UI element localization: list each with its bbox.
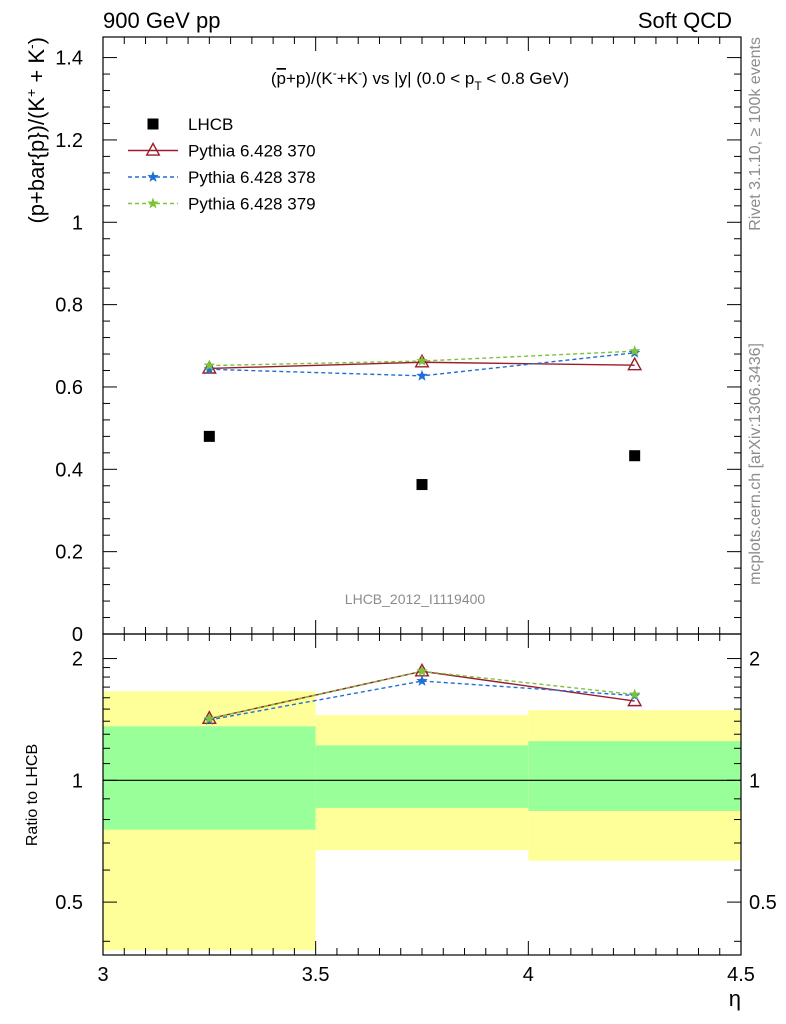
ratio-point-pythia-6-428-378 [416, 675, 428, 686]
main-point-pythia-6-428-378 [203, 363, 216, 375]
legend: LHCB Pythia 6.428 370 Pythia 6.428 378 Pyth… [128, 115, 316, 214]
ratio-line-pythia-6-428-378 [209, 680, 635, 721]
legend-label-pythia-6-428-379: Pythia 6.428 379 [188, 195, 316, 214]
header-right: Soft QCD [638, 8, 732, 33]
x-tick-label: 4 [523, 964, 534, 986]
ratio-y-tick-label-right: 0.5 [749, 892, 777, 914]
main-point-pythia-6-428-379 [628, 345, 641, 356]
main-y-tick-label: 0.6 [55, 377, 83, 399]
header-left: 900 GeV pp [103, 8, 220, 33]
main-point-pythia-6-428-370 [627, 356, 643, 371]
legend-marker-pythia-6-428-379 [147, 197, 159, 209]
x-axis-label: η [729, 986, 741, 1011]
analysis-label: LHCB_2012_I1119400 [345, 591, 486, 607]
main-plot-title: (p+p)/(K-+K-) vs |y| (0.0 < pT < 0.8 GeV… [271, 66, 569, 93]
legend-label-pythia-6-428-370: Pythia 6.428 370 [188, 142, 316, 161]
ratio-y-tick-label: 2 [72, 649, 83, 671]
green-band-2 [528, 741, 741, 811]
main-point-pythia-6-428-379 [203, 359, 216, 371]
main-y-tick-label: 1 [72, 212, 83, 234]
legend-label-lhcb: LHCB [188, 115, 233, 134]
ratio-y-tick-label: 1 [72, 770, 83, 792]
ratio-point-pythia-6-428-379 [416, 665, 428, 677]
main-y-tick-label: 0.8 [55, 295, 83, 317]
main-point-pythia-6-428-378 [416, 369, 428, 381]
legend-marker-pythia-6-428-378 [147, 171, 159, 182]
main-y-tick-label: 1.4 [55, 48, 83, 70]
main-point-pythia-6-428-379 [416, 355, 428, 366]
ratio-point-pythia-6-428-379 [203, 712, 216, 724]
mcplots-label: mcplots.cern.ch [arXiv:1306.3436] [747, 343, 764, 585]
main-y-tick-label: 0.2 [55, 542, 83, 564]
green-band-0 [103, 726, 316, 830]
legend-marker-pythia-6-428-370 [145, 142, 161, 156]
main-y-axis-label: (p+bar{p})/(K+ + K-) [23, 37, 49, 224]
x-tick-label: 3.5 [302, 964, 330, 986]
main-y-tick-label: 0 [72, 624, 83, 646]
ratio-y-tick-label-right: 1 [749, 770, 760, 792]
ratio-point-pythia-6-428-379 [628, 688, 641, 700]
main-point-lhcb [203, 430, 215, 442]
main-point-pythia-6-428-370 [201, 359, 217, 374]
main-y-tick-label: 1.2 [55, 130, 83, 152]
ratio-y-axis-label: Ratio to LHCB [24, 744, 41, 846]
main-point-lhcb [416, 479, 428, 491]
main-point-lhcb [629, 450, 641, 462]
axes: 0 0.2 0.4 0.6 0.8 1 1.2 1.4 3 3.5 4 4.5 0.5 0.5 1 1 2 2 [55, 36, 777, 986]
rivet-version-label: Rivet 3.1.10, ≥ 100k events [747, 37, 764, 231]
legend-label-pythia-6-428-378: Pythia 6.428 378 [188, 168, 316, 187]
ratio-y-tick-label: 0.5 [55, 892, 83, 914]
ratio-y-tick-label-right: 2 [749, 649, 760, 671]
green-band-1 [315, 745, 529, 808]
legend-marker-lhcb [147, 118, 159, 130]
x-tick-label: 4.5 [727, 964, 755, 986]
x-tick-label: 3 [97, 964, 108, 986]
series-markers [201, 345, 643, 725]
ratio-uncertainty-bands [103, 691, 741, 951]
main-y-tick-label: 0.4 [55, 459, 83, 481]
